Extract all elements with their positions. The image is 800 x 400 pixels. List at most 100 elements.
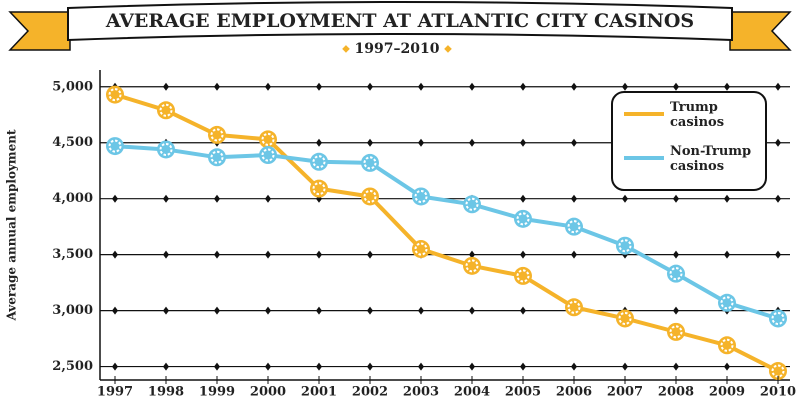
decor: ◆ xyxy=(444,44,452,55)
marker-ring xyxy=(261,132,275,146)
grid-dot xyxy=(571,362,577,371)
marker-ring xyxy=(618,311,632,325)
grid-dot xyxy=(571,82,577,91)
grid-dot xyxy=(622,194,628,203)
marker-ring xyxy=(567,220,581,234)
marker-ring xyxy=(618,239,632,253)
x-tick-label: 2005 xyxy=(505,385,541,400)
grid-dot xyxy=(673,362,679,371)
x-tick-label: 1998 xyxy=(148,385,184,400)
marker-ring xyxy=(465,259,479,273)
marker-ring xyxy=(108,139,122,153)
grid-dot xyxy=(367,138,373,147)
grid-dot xyxy=(112,362,118,371)
grid-dot xyxy=(571,138,577,147)
grid-dot xyxy=(367,250,373,259)
grid-dot xyxy=(775,194,781,203)
marker-ring xyxy=(159,103,173,117)
marker-ring xyxy=(720,338,734,352)
marker-ring xyxy=(414,242,428,256)
marker-ring xyxy=(108,88,122,102)
x-tick-label: 2010 xyxy=(760,385,796,400)
y-tick-label: 3,500 xyxy=(52,247,93,262)
grid-dot xyxy=(673,306,679,315)
grid-dot xyxy=(316,250,322,259)
chart-title: AVERAGE EMPLOYMENT AT ATLANTIC CITY CASI… xyxy=(105,10,694,32)
grid-dot xyxy=(520,362,526,371)
marker-ring xyxy=(771,311,785,325)
grid-dot xyxy=(418,306,424,315)
grid-dot xyxy=(112,306,118,315)
grid-dot xyxy=(214,306,220,315)
grid-dot xyxy=(112,194,118,203)
grid-dot xyxy=(367,82,373,91)
grid-dot xyxy=(469,138,475,147)
y-tick-label: 4,500 xyxy=(52,135,93,150)
grid-dot xyxy=(724,362,730,371)
grid-dot xyxy=(265,306,271,315)
decor: ◆ xyxy=(342,44,350,55)
grid-dot xyxy=(316,306,322,315)
grid-dot xyxy=(571,250,577,259)
x-tick-label: 2008 xyxy=(658,385,694,400)
grid-dot xyxy=(316,138,322,147)
grid-dot xyxy=(367,306,373,315)
marker-ring xyxy=(669,325,683,339)
banner xyxy=(67,1,733,42)
legend-line: Non-Trump xyxy=(670,144,751,159)
y-tick-label: 5,000 xyxy=(52,79,93,94)
y-tick-label: 2,500 xyxy=(52,359,93,374)
marker-ring xyxy=(210,150,224,164)
grid-dot xyxy=(469,250,475,259)
legend-box xyxy=(611,91,767,191)
grid-dot xyxy=(418,138,424,147)
grid-dot xyxy=(214,82,220,91)
grid-dot xyxy=(520,194,526,203)
grid-dot xyxy=(469,362,475,371)
marker-ring xyxy=(261,148,275,162)
grid-dot xyxy=(673,250,679,259)
legend-line: Trump xyxy=(670,100,718,115)
x-tick-label: 1997 xyxy=(97,385,133,400)
marker-ring xyxy=(516,212,530,226)
legend-label: Non-Trump casinos xyxy=(670,144,751,174)
grid-dot xyxy=(265,250,271,259)
grid-dot xyxy=(469,306,475,315)
grid-dot xyxy=(418,362,424,371)
grid-dot xyxy=(316,82,322,91)
x-tick-label: 2004 xyxy=(454,385,490,400)
marker-ring xyxy=(771,364,785,378)
x-tick-label: 2006 xyxy=(556,385,592,400)
grid-dot xyxy=(316,362,322,371)
grid-dot xyxy=(673,194,679,203)
marker-ring xyxy=(312,155,326,169)
title-banner xyxy=(8,1,792,51)
grid-dot xyxy=(724,250,730,259)
marker-ring xyxy=(363,189,377,203)
grid-dot xyxy=(418,82,424,91)
ribbon-right xyxy=(729,11,792,51)
grid-dot xyxy=(775,82,781,91)
grid-dot xyxy=(520,82,526,91)
marker-ring xyxy=(720,296,734,310)
grid-dot xyxy=(112,250,118,259)
grid-dot xyxy=(163,82,169,91)
grid-dot xyxy=(265,194,271,203)
marker-ring xyxy=(567,300,581,314)
grid-dot xyxy=(163,306,169,315)
grid-dot xyxy=(214,194,220,203)
marker-ring xyxy=(516,269,530,283)
grid-dot xyxy=(163,362,169,371)
marker-ring xyxy=(312,182,326,196)
grid-dot xyxy=(571,194,577,203)
x-tick-label: 2001 xyxy=(301,385,337,400)
grid-dot xyxy=(265,362,271,371)
marker-ring xyxy=(669,267,683,281)
grid-dot xyxy=(265,82,271,91)
grid-dot xyxy=(469,82,475,91)
grid-dot xyxy=(214,250,220,259)
legend-line: casinos xyxy=(670,115,724,130)
marker-ring xyxy=(159,142,173,156)
